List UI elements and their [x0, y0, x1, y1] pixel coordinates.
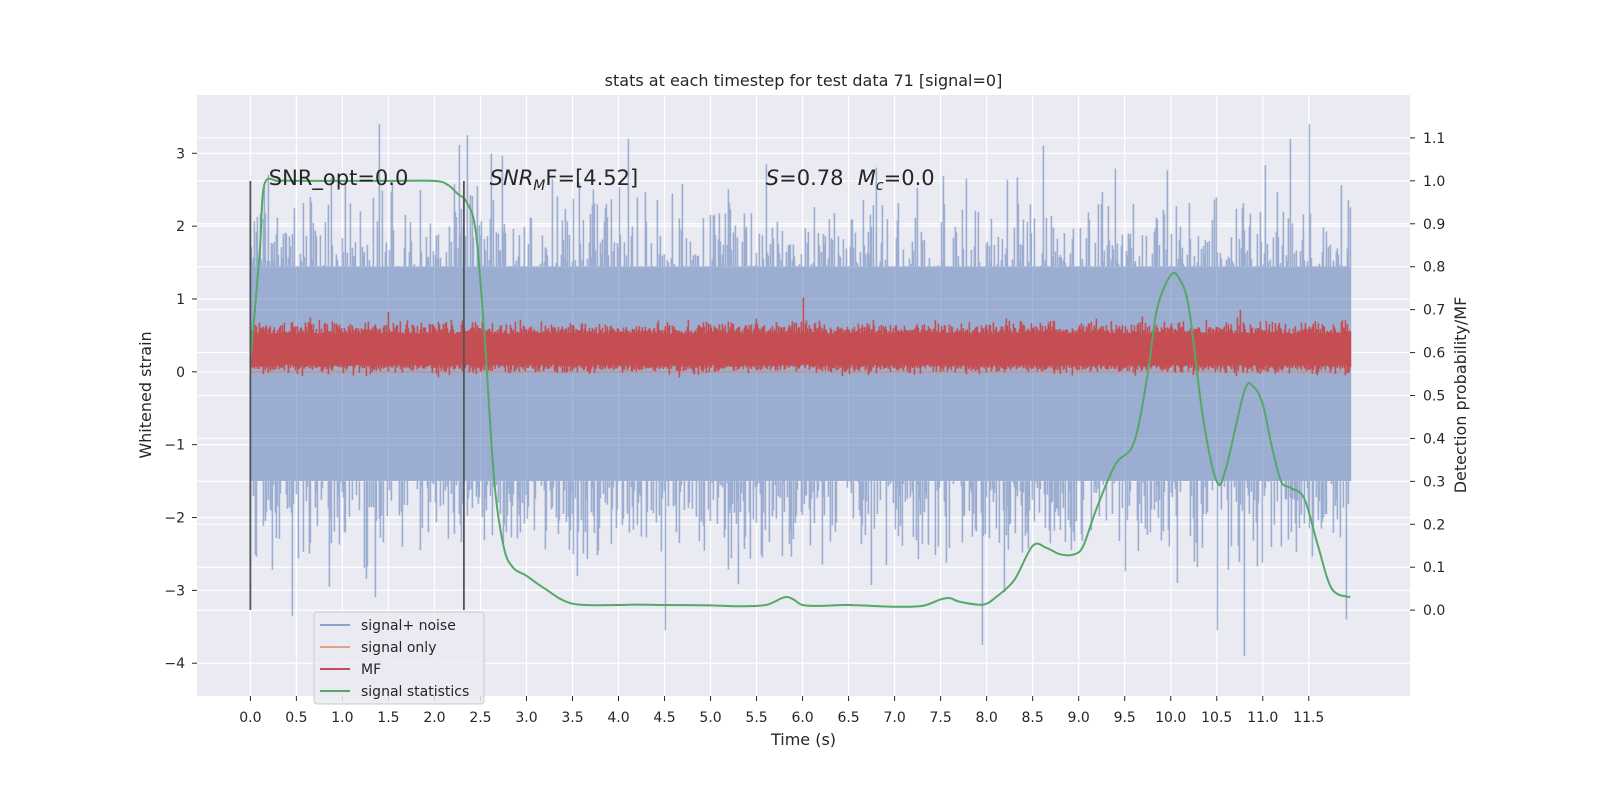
y-right-tick-label: 0.1 [1423, 560, 1445, 576]
x-tick-label: 9.5 [1114, 710, 1136, 726]
x-tick-label: 1.0 [331, 710, 353, 726]
x-tick-label: 4.5 [653, 710, 675, 726]
x-tick-label: 1.5 [377, 710, 399, 726]
x-tick-label: 7.0 [883, 710, 905, 726]
annotation-text: S=0.78 [766, 166, 844, 190]
x-tick-label: 9.0 [1068, 710, 1090, 726]
y-tick-label: 1 [176, 292, 185, 308]
x-tick-label: 10.5 [1201, 710, 1232, 726]
x-tick-label: 8.5 [1022, 710, 1044, 726]
x-tick-label: 5.5 [745, 710, 767, 726]
chart-title: stats at each timestep for test data 71 … [605, 71, 1003, 90]
x-tick-label: 0.0 [239, 710, 261, 726]
series-layer [249, 124, 1352, 656]
annotation-text: Mc=0.0 [858, 166, 935, 194]
x-tick-label: 3.0 [515, 710, 537, 726]
x-tick-label: 2.0 [423, 710, 445, 726]
y-tick-label: 0 [176, 365, 185, 381]
y-right-tick-label: 0.2 [1423, 517, 1445, 533]
y-tick-label: 2 [176, 219, 185, 235]
axes: 0.0 0.5 1.0 1.5 2.0 2.5 3.0 3.5 4.0 4.5 5.0 5.5 6.0 6… [164, 131, 1445, 726]
y-right-tick-label: 0.4 [1423, 431, 1445, 447]
y-right-tick-label: 0.7 [1423, 303, 1445, 319]
legend-label: signal only [361, 640, 436, 656]
annotation-text: SNRMF=[4.52] [490, 166, 639, 194]
legend-label: signal statistics [361, 684, 469, 700]
y-tick-label: −1 [164, 438, 185, 454]
x-tick-label: 7.5 [929, 710, 951, 726]
x-tick-label: 8.0 [976, 710, 998, 726]
y-tick-label: 3 [176, 146, 185, 162]
y-right-tick-label: 0.8 [1423, 260, 1445, 276]
y-axis-label: Whitened strain [136, 331, 155, 458]
y-right-tick-label: 0.6 [1423, 346, 1445, 362]
x-tick-label: 6.5 [837, 710, 859, 726]
y-right-tick-label: 0.9 [1423, 217, 1445, 233]
x-tick-label: 6.0 [791, 710, 813, 726]
x-axis-label: Time (s) [770, 730, 836, 749]
y-right-tick-label: 0.0 [1423, 603, 1445, 619]
x-tick-label: 5.0 [699, 710, 721, 726]
legend-label: MF [361, 662, 381, 678]
x-tick-label: 11.5 [1293, 710, 1324, 726]
x-tick-label: 3.5 [561, 710, 583, 726]
y-right-tick-label: 1.1 [1423, 131, 1445, 147]
x-tick-label: 10.0 [1155, 710, 1186, 726]
x-tick-label: 0.5 [285, 710, 307, 726]
vertical-markers [249, 180, 465, 611]
legend-box [313, 611, 485, 705]
y-tick-label: −3 [164, 583, 185, 599]
x-tick-label: 4.0 [607, 710, 629, 726]
x-tick-label: 11.0 [1247, 710, 1278, 726]
y-axis-right-label: Detection probability/MF [1451, 297, 1470, 494]
legend-label: signal+ noise [361, 618, 456, 634]
x-tick-label: 2.5 [469, 710, 491, 726]
y-right-tick-label: 0.5 [1423, 389, 1445, 405]
y-right-tick-label: 0.3 [1423, 474, 1445, 490]
series-signal-statistics [249, 177, 1351, 608]
annotation-text: SNR_opt=0.0 [269, 166, 409, 191]
y-tick-label: −4 [164, 656, 185, 672]
annotations: SNR_opt=0.0 SNRMF=[4.52] S=0.78 Mc=0.0 [269, 166, 935, 194]
y-right-tick-label: 1.0 [1423, 174, 1445, 190]
legend: signal+ noise signal only MF signal statist… [313, 611, 485, 705]
y-tick-label: −2 [164, 511, 185, 527]
